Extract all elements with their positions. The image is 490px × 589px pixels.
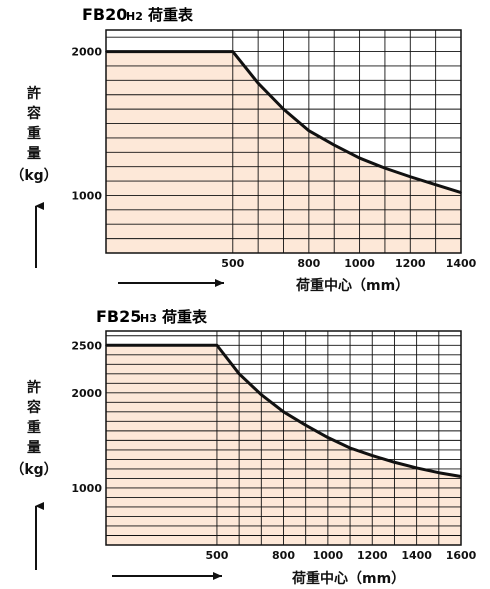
chart-1-point bbox=[384, 167, 386, 169]
chart-2-x-tick: 1200 bbox=[357, 549, 388, 562]
chart-1-point bbox=[409, 175, 412, 178]
chart-2-point bbox=[216, 344, 218, 347]
chart-2-x-label: 荷重中心（mm） bbox=[291, 570, 405, 587]
chart-2-y-tick: 2000 bbox=[71, 387, 102, 400]
chart-2-y-label-char: 量 bbox=[27, 440, 41, 456]
chart-1-frame bbox=[105, 29, 462, 254]
chart-1-x-tick: 1400 bbox=[446, 257, 477, 270]
chart-2-x-tick: 800 bbox=[272, 549, 295, 562]
chart-1-title-model: FB20 bbox=[82, 5, 127, 24]
chart-2-point bbox=[260, 393, 263, 396]
chart-2-point bbox=[327, 436, 329, 439]
chart-2-x-tick: 500 bbox=[205, 549, 228, 562]
chart-2-y-tick: 1000 bbox=[71, 482, 102, 495]
chart-2-frame bbox=[105, 330, 462, 546]
chart-1-point bbox=[358, 157, 361, 159]
chart-1-x-tick: 1200 bbox=[395, 257, 426, 270]
chart-2-title-label: 荷重表 bbox=[162, 308, 208, 326]
chart-1-x-tick: 1000 bbox=[344, 257, 375, 270]
chart-1-point bbox=[308, 129, 310, 132]
chart-1: FB20 H2 荷重表 1000 2000 500 800 1000 1200 1400 許… bbox=[10, 5, 476, 294]
chart-2-title-suffix: H3 bbox=[140, 312, 157, 325]
chart-2-y-label-char: 許 bbox=[27, 379, 41, 396]
chart-1-y-label-char: 重 bbox=[27, 125, 41, 142]
chart-2-point bbox=[349, 447, 351, 449]
chart-2-point bbox=[282, 411, 285, 413]
chart-1-x-tick: 800 bbox=[297, 257, 320, 270]
chart-1-point bbox=[333, 144, 336, 146]
chart-2-y-label-char: 重 bbox=[27, 419, 41, 436]
chart-2-point bbox=[371, 454, 374, 457]
chart-1-y-label-unit: （kg） bbox=[10, 168, 57, 184]
chart-1-point bbox=[460, 191, 462, 194]
chart-2-point bbox=[438, 471, 440, 474]
chart-1-x-tick: 500 bbox=[221, 257, 244, 270]
chart-2-plot: 1000 2000 2500 500 800 1000 1200 1400 1600 bbox=[71, 330, 477, 562]
chart-1-title-label: 荷重表 bbox=[148, 6, 194, 24]
chart-2-point bbox=[304, 424, 307, 426]
chart-1-point bbox=[434, 183, 437, 186]
chart-2-point bbox=[105, 344, 107, 347]
chart-2-point bbox=[238, 373, 240, 375]
chart-2-point bbox=[393, 461, 396, 464]
chart-1-point bbox=[257, 82, 259, 85]
chart-2: FB25 H3 荷重表 1000 2000 2500 500 800 1000 1200 14… bbox=[10, 307, 476, 587]
chart-1-point bbox=[231, 50, 234, 53]
chart-1-point bbox=[105, 50, 107, 53]
chart-2-y-tick: 2500 bbox=[71, 339, 102, 352]
chart-1-plot: 1000 2000 500 800 1000 1200 1400 bbox=[71, 29, 477, 270]
chart-1-point bbox=[282, 108, 285, 110]
chart-1-y-label-char: 容 bbox=[26, 105, 41, 122]
chart-2-title-model: FB25 bbox=[96, 307, 141, 326]
chart-2-point bbox=[415, 467, 418, 469]
chart-1-y-tick: 1000 bbox=[71, 189, 102, 202]
chart-1-x-label: 荷重中心（mm） bbox=[295, 277, 409, 294]
chart-1-y-label-char: 量 bbox=[27, 146, 41, 162]
chart-2-y-label: 許 容 重 量 （kg） bbox=[10, 379, 57, 478]
chart-2-x-tick: 1000 bbox=[313, 549, 344, 562]
chart-1-y-label-char: 許 bbox=[27, 85, 41, 102]
chart-2-x-tick: 1400 bbox=[401, 549, 432, 562]
chart-1-y-tick: 2000 bbox=[71, 46, 102, 59]
chart-2-y-label-char: 容 bbox=[26, 399, 41, 416]
chart-1-title-suffix: H2 bbox=[126, 10, 143, 23]
chart-2-x-tick: 1600 bbox=[446, 549, 477, 562]
chart-2-y-label-unit: （kg） bbox=[10, 462, 57, 478]
chart-2-point bbox=[460, 475, 462, 478]
chart-1-y-label: 許 容 重 量 （kg） bbox=[10, 85, 57, 184]
